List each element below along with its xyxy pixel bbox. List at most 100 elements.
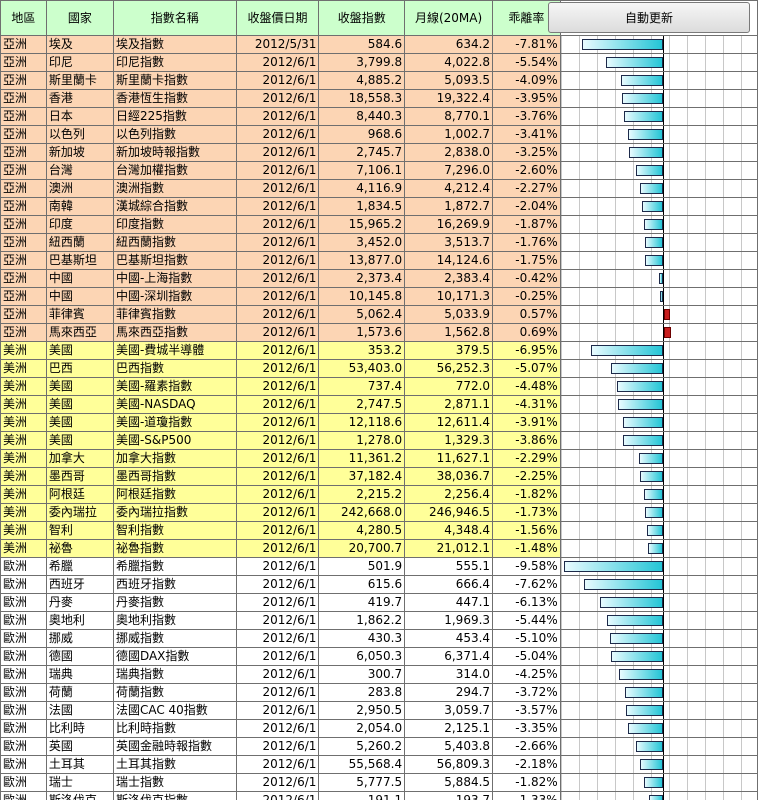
cell-deviation[interactable]: -3.25%	[492, 143, 561, 162]
cell-index-name[interactable]: 荷蘭指數	[112, 683, 237, 702]
cell-index-name[interactable]: 印度指數	[112, 215, 237, 234]
cell-close[interactable]: 737.4	[318, 377, 406, 396]
cell-region[interactable]: 歐洲	[0, 737, 47, 756]
cell-close-date[interactable]: 2012/6/1	[235, 449, 320, 468]
cell-close-date[interactable]: 2012/6/1	[235, 737, 320, 756]
cell-index-name[interactable]: 漢城綜合指數	[112, 197, 237, 216]
cell-close-date[interactable]: 2012/5/31	[235, 35, 320, 54]
cell-ma20[interactable]: 555.1	[404, 557, 494, 576]
cell-close[interactable]: 430.3	[318, 629, 406, 648]
cell-close-date[interactable]: 2012/6/1	[235, 359, 320, 378]
cell-deviation[interactable]: -1.75%	[492, 251, 561, 270]
cell-close[interactable]: 13,877.0	[318, 251, 406, 270]
cell-ma20[interactable]: 5,033.9	[404, 305, 494, 324]
cell-close-date[interactable]: 2012/6/1	[235, 179, 320, 198]
cell-ma20[interactable]: 5,093.5	[404, 71, 494, 90]
cell-deviation[interactable]: -7.62%	[492, 575, 561, 594]
cell-close[interactable]: 2,215.2	[318, 485, 406, 504]
cell-deviation[interactable]: -3.72%	[492, 683, 561, 702]
cell-region[interactable]: 亞洲	[0, 35, 47, 54]
cell-deviation[interactable]: 0.69%	[492, 323, 561, 342]
cell-close[interactable]: 3,799.8	[318, 53, 406, 72]
cell-country[interactable]: 祕魯	[45, 539, 114, 558]
cell-country[interactable]: 美國	[45, 341, 114, 360]
cell-close-date[interactable]: 2012/6/1	[235, 53, 320, 72]
cell-index-name[interactable]: 菲律賓指數	[112, 305, 237, 324]
cell-ma20[interactable]: 7,296.0	[404, 161, 494, 180]
cell-region[interactable]: 亞洲	[0, 215, 47, 234]
cell-index-name[interactable]: 紐西蘭指數	[112, 233, 237, 252]
cell-country[interactable]: 土耳其	[45, 755, 114, 774]
cell-deviation[interactable]: -3.86%	[492, 431, 561, 450]
cell-region[interactable]: 亞洲	[0, 269, 47, 288]
cell-index-name[interactable]: 瑞士指數	[112, 773, 237, 792]
cell-close-date[interactable]: 2012/6/1	[235, 485, 320, 504]
cell-deviation[interactable]: -1.48%	[492, 539, 561, 558]
cell-close[interactable]: 15,965.2	[318, 215, 406, 234]
cell-close-date[interactable]: 2012/6/1	[235, 89, 320, 108]
cell-close[interactable]: 37,182.4	[318, 467, 406, 486]
cell-country[interactable]: 斯里蘭卡	[45, 71, 114, 90]
cell-index-name[interactable]: 斯洛伐克指數	[112, 791, 237, 800]
cell-close-date[interactable]: 2012/6/1	[235, 791, 320, 800]
cell-close-date[interactable]: 2012/6/1	[235, 287, 320, 306]
cell-region[interactable]: 歐洲	[0, 665, 47, 684]
cell-deviation[interactable]: -6.13%	[492, 593, 561, 612]
cell-country[interactable]: 委內瑞拉	[45, 503, 114, 522]
cell-close-date[interactable]: 2012/6/1	[235, 413, 320, 432]
cell-close[interactable]: 10,145.8	[318, 287, 406, 306]
cell-country[interactable]: 菲律賓	[45, 305, 114, 324]
cell-close-date[interactable]: 2012/6/1	[235, 593, 320, 612]
cell-index-name[interactable]: 西班牙指數	[112, 575, 237, 594]
cell-close[interactable]: 8,440.3	[318, 107, 406, 126]
cell-region[interactable]: 亞洲	[0, 161, 47, 180]
cell-close[interactable]: 283.8	[318, 683, 406, 702]
cell-region[interactable]: 歐洲	[0, 719, 47, 738]
cell-ma20[interactable]: 634.2	[404, 35, 494, 54]
cell-close-date[interactable]: 2012/6/1	[235, 467, 320, 486]
cell-ma20[interactable]: 56,809.3	[404, 755, 494, 774]
cell-close-date[interactable]: 2012/6/1	[235, 341, 320, 360]
cell-region[interactable]: 美洲	[0, 449, 47, 468]
cell-country[interactable]: 以色列	[45, 125, 114, 144]
cell-region[interactable]: 歐洲	[0, 701, 47, 720]
cell-close-date[interactable]: 2012/6/1	[235, 701, 320, 720]
cell-ma20[interactable]: 2,871.1	[404, 395, 494, 414]
cell-ma20[interactable]: 1,969.3	[404, 611, 494, 630]
cell-country[interactable]: 加拿大	[45, 449, 114, 468]
cell-close-date[interactable]: 2012/6/1	[235, 161, 320, 180]
cell-country[interactable]: 希臘	[45, 557, 114, 576]
cell-country[interactable]: 日本	[45, 107, 114, 126]
cell-close[interactable]: 2,747.5	[318, 395, 406, 414]
cell-country[interactable]: 法國	[45, 701, 114, 720]
cell-deviation[interactable]: -9.58%	[492, 557, 561, 576]
cell-close-date[interactable]: 2012/6/1	[235, 665, 320, 684]
cell-close[interactable]: 7,106.1	[318, 161, 406, 180]
cell-close-date[interactable]: 2012/6/1	[235, 269, 320, 288]
cell-close[interactable]: 2,373.4	[318, 269, 406, 288]
cell-close[interactable]: 4,885.2	[318, 71, 406, 90]
cell-close[interactable]: 300.7	[318, 665, 406, 684]
cell-close-date[interactable]: 2012/6/1	[235, 503, 320, 522]
cell-deviation[interactable]: -4.31%	[492, 395, 561, 414]
cell-close[interactable]: 1,834.5	[318, 197, 406, 216]
cell-ma20[interactable]: 2,256.4	[404, 485, 494, 504]
cell-region[interactable]: 美洲	[0, 503, 47, 522]
cell-country[interactable]: 丹麥	[45, 593, 114, 612]
cell-deviation[interactable]: -5.54%	[492, 53, 561, 72]
cell-country[interactable]: 瑞士	[45, 773, 114, 792]
cell-close-date[interactable]: 2012/6/1	[235, 323, 320, 342]
cell-deviation[interactable]: -3.35%	[492, 719, 561, 738]
cell-region[interactable]: 亞洲	[0, 143, 47, 162]
cell-country[interactable]: 美國	[45, 395, 114, 414]
cell-ma20[interactable]: 5,403.8	[404, 737, 494, 756]
cell-deviation[interactable]: -0.25%	[492, 287, 561, 306]
cell-region[interactable]: 歐洲	[0, 611, 47, 630]
header-close-date[interactable]: 收盤價日期	[235, 0, 320, 36]
cell-index-name[interactable]: 巴基斯坦指數	[112, 251, 237, 270]
cell-close[interactable]: 11,361.2	[318, 449, 406, 468]
cell-country[interactable]: 荷蘭	[45, 683, 114, 702]
cell-region[interactable]: 亞洲	[0, 89, 47, 108]
cell-close-date[interactable]: 2012/6/1	[235, 575, 320, 594]
cell-ma20[interactable]: 379.5	[404, 341, 494, 360]
